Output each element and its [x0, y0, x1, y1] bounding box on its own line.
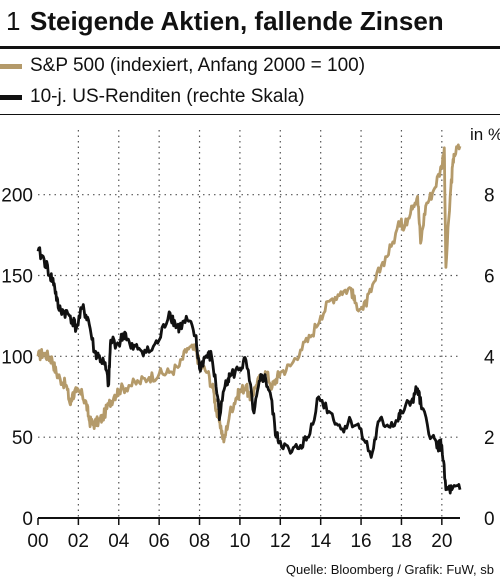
x-tick-label: 12 — [270, 531, 291, 552]
chart-title: Steigende Aktien, fallende Zinsen — [30, 6, 444, 36]
x-tick-label: 02 — [68, 531, 89, 552]
y-left-tick-label: 100 — [1, 347, 33, 368]
y-right-tick-label: 6 — [484, 267, 495, 288]
x-tick-label: 08 — [189, 531, 210, 552]
tick-labels: 00 02 04 06 08 10 12 14 16 18 2005010015020002468i… — [1, 125, 500, 552]
grid — [38, 130, 460, 518]
legend-item-sp500: S&P 500 (indexiert, Anfang 2000 = 100) — [0, 52, 365, 80]
x-tick-label: 00 — [27, 531, 48, 552]
x-tick-label: 04 — [108, 531, 130, 552]
y-left-tick-label: 150 — [1, 267, 33, 288]
sp500-line — [36, 143, 462, 444]
x-tick-label: 18 — [391, 531, 412, 552]
x-tick-label: 14 — [310, 531, 332, 552]
yield-legend-label: 10-j. US-Renditen (rechte Skala) — [30, 86, 305, 107]
yield-legend-swatch — [0, 94, 22, 100]
axes — [37, 517, 460, 525]
legend-item-yield: 10-j. US-Renditen (rechte Skala) — [0, 83, 305, 111]
sp500-legend-label: S&P 500 (indexiert, Anfang 2000 = 100) — [30, 55, 366, 76]
figure-number: 1 — [6, 6, 21, 36]
x-tick-label: 16 — [350, 531, 371, 552]
y-left-tick-label: 0 — [22, 509, 33, 530]
source-note: Quelle: Bloomberg / Grafik: FuW, sb — [285, 562, 494, 577]
series-lines — [36, 143, 462, 495]
y-left-tick-label: 50 — [12, 428, 33, 449]
y-right-tick-label: 8 — [484, 186, 495, 207]
y-left-tick-label: 200 — [1, 186, 33, 207]
x-tick-label: 10 — [229, 531, 250, 552]
y-right-tick-label: 4 — [484, 347, 495, 368]
header-rule — [0, 46, 500, 49]
yield-line — [36, 246, 462, 495]
y-right-tick-label: 0 — [484, 509, 495, 530]
x-tick-label: 06 — [149, 531, 170, 552]
y-right-tick-label: 2 — [484, 428, 495, 449]
legend-rule — [0, 114, 500, 115]
figure-header: 1 Steigende Aktien, fallende Zinsen — [0, 0, 500, 48]
y-right-unit-label: in % — [470, 125, 500, 144]
sp500-legend-swatch — [0, 63, 22, 69]
line-chart: 00 02 04 06 08 10 12 14 16 18 2005010015020002468i… — [1, 125, 500, 552]
x-tick-label: 20 — [431, 531, 452, 552]
